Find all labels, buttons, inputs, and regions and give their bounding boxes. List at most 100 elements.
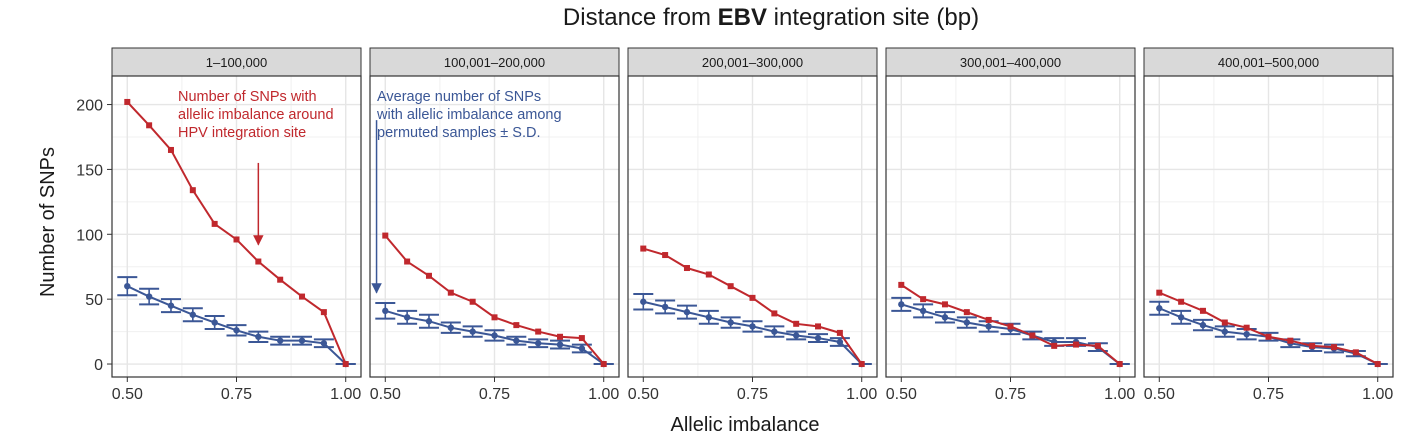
annotation-line: with allelic imbalance among [376, 107, 562, 123]
x-tick-label: 0.50 [628, 386, 659, 403]
observed-point [146, 122, 153, 129]
permuted-point [491, 332, 498, 339]
panel-strip [885, 47, 1136, 77]
observed-point [1073, 341, 1080, 348]
observed-point [447, 289, 454, 296]
observed-point [1331, 344, 1338, 351]
observed-point [404, 258, 411, 265]
observed-point [1243, 324, 1250, 331]
annotation-line: HPV integration site [178, 125, 306, 141]
observed-point [683, 265, 690, 272]
observed-point [1352, 349, 1359, 356]
permuted-point [919, 307, 927, 315]
permuted-point [1221, 328, 1229, 335]
annotation-observed: Number of SNPs with allelic imbalance aro… [178, 89, 334, 246]
panel-strip-label: 1–100,000 [206, 55, 267, 70]
observed-point [578, 335, 585, 342]
permuted-point [1243, 330, 1250, 338]
x-tick-label: 1.00 [846, 386, 877, 403]
observed-point [600, 361, 607, 368]
annotation-line: Number of SNPs with [178, 89, 317, 105]
permuted-point [556, 341, 564, 348]
y-tick-label: 50 [85, 292, 103, 309]
observed-point [1199, 307, 1206, 314]
observed-point [1051, 342, 1058, 349]
observed-point [963, 309, 970, 316]
observed-point [557, 333, 564, 340]
panels-group: 1–100,000 0.50 0.75 1.00 Number of SNPs with… [111, 47, 1394, 403]
panel-5: 400,001–500,000 0.50 0.75 1.00 [1143, 47, 1394, 403]
y-tick-label: 150 [76, 162, 103, 179]
y-axis: 0 50 100 150 200 [76, 98, 112, 374]
permuted-point [727, 319, 734, 326]
permuted-point [382, 307, 389, 315]
permuted-point [211, 319, 218, 326]
permuted-point [898, 301, 905, 308]
permuted-point [683, 308, 691, 316]
panel-strip-label: 400,001–500,000 [1218, 55, 1319, 70]
permuted-point [447, 324, 455, 331]
observed-point [1094, 342, 1101, 349]
x-tick-label: 0.75 [995, 386, 1026, 403]
permuted-point [513, 337, 520, 344]
permuted-point [425, 318, 433, 325]
permuted-point [145, 293, 153, 300]
y-tick-label: 0 [94, 357, 103, 374]
permuted-point [320, 340, 328, 347]
observed-point [167, 146, 174, 153]
permuted-point [814, 334, 822, 342]
observed-point [920, 296, 927, 303]
y-tick-label: 200 [76, 98, 103, 115]
panel-strip [369, 47, 620, 77]
observed-point [320, 309, 327, 316]
panel-strip [627, 47, 878, 77]
x-tick-label: 0.50 [1144, 386, 1175, 403]
x-tick-label: 1.00 [1362, 386, 1393, 403]
permuted-point [469, 328, 476, 335]
observed-point [277, 276, 284, 283]
observed-point [858, 361, 865, 368]
permuted-point [836, 338, 844, 346]
observed-point [1221, 319, 1228, 326]
observed-point [425, 272, 432, 279]
observed-point [124, 98, 131, 105]
permuted-point [749, 323, 756, 330]
observed-point [793, 320, 800, 327]
panel-2: 100,001–200,000 0.50 0.75 1.00 Average numbe… [369, 47, 620, 403]
permuted-point [233, 327, 240, 334]
x-tick-label: 0.50 [370, 386, 401, 403]
permuted-point [167, 302, 175, 309]
observed-point [189, 187, 196, 194]
observed-point [1178, 298, 1185, 305]
panel-strip-label: 200,001–300,000 [702, 55, 803, 70]
observed-point [1265, 333, 1272, 340]
panel-strip-label: 100,001–200,000 [444, 55, 545, 70]
x-tick-label: 0.75 [479, 386, 510, 403]
x-tick-label: 0.50 [112, 386, 143, 403]
x-tick-label: 0.75 [1253, 386, 1284, 403]
observed-point [1287, 337, 1294, 344]
observed-point [342, 361, 349, 368]
observed-point [382, 232, 389, 239]
permuted-point [578, 345, 586, 352]
observed-point [1309, 342, 1316, 349]
x-axis-title: Allelic imbalance [671, 414, 820, 433]
observed-point [662, 252, 669, 259]
permuted-point [403, 314, 411, 321]
observed-point [836, 329, 843, 336]
permuted-point [640, 298, 647, 305]
observed-point [299, 293, 306, 300]
permuted-point [771, 328, 778, 335]
observed-point [749, 294, 756, 301]
observed-point [1156, 289, 1163, 296]
annotation-permuted: Average number of SNPs with allelic imbal… [371, 89, 562, 294]
panel-3: 200,001–300,000 0.50 0.75 1.00 [627, 47, 878, 403]
permuted-point [534, 340, 542, 347]
permuted-point [276, 337, 284, 344]
panel-strip [111, 47, 362, 77]
permuted-point [941, 314, 949, 321]
permuted-point [985, 323, 992, 330]
observed-point [255, 258, 262, 265]
observed-point [898, 281, 905, 288]
